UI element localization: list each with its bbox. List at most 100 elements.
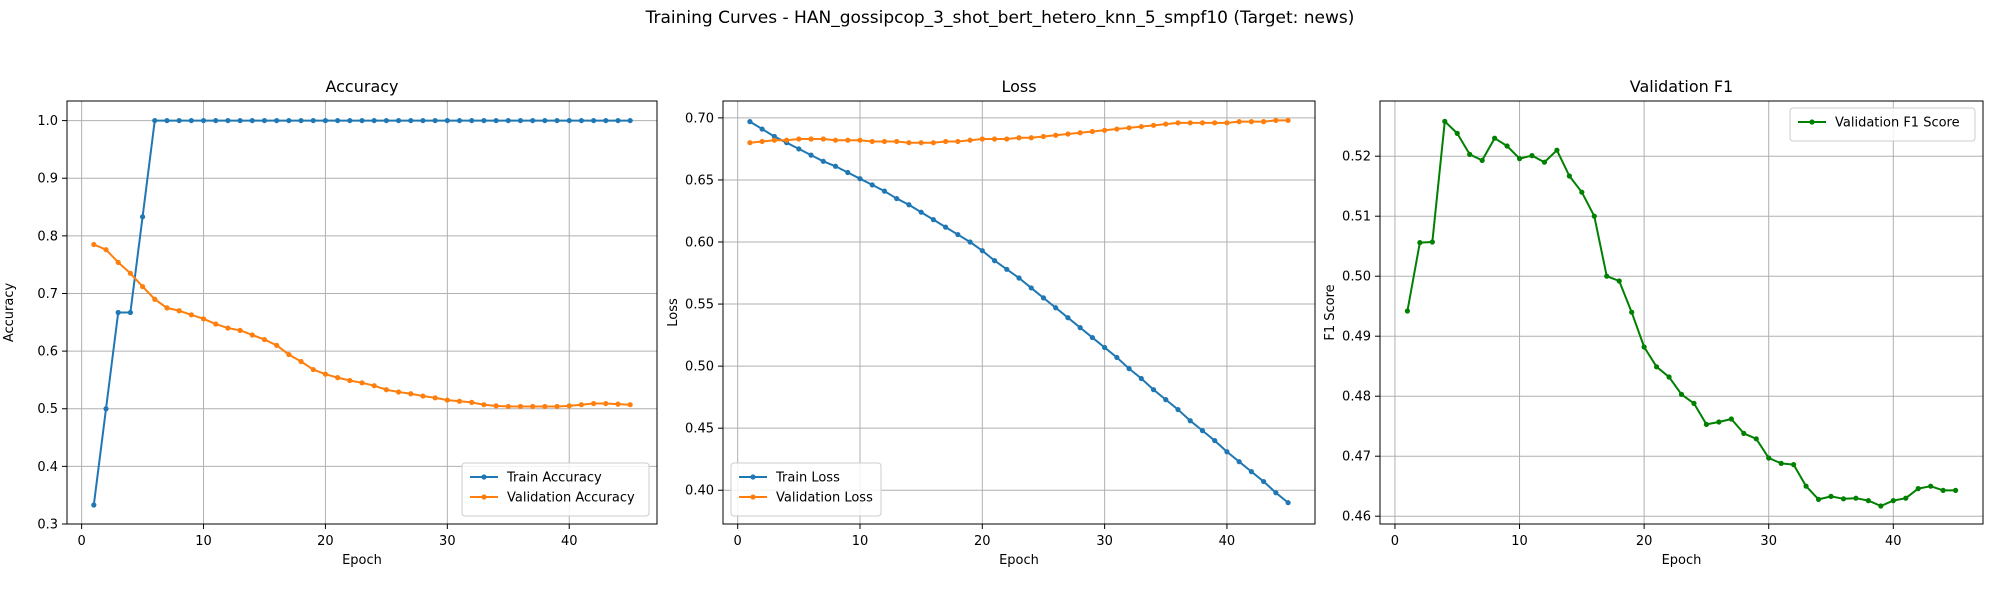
data-point	[408, 117, 414, 124]
x-tick-label: 0	[734, 534, 742, 549]
data-point	[1741, 430, 1747, 436]
data-point	[152, 296, 158, 302]
data-point	[906, 202, 912, 208]
data-point	[1653, 364, 1660, 370]
plot-frame	[66, 100, 658, 525]
data-point	[1803, 483, 1809, 489]
data-point	[1566, 173, 1572, 179]
data-point	[481, 402, 487, 408]
legend-marker	[750, 494, 756, 500]
data-point	[1641, 344, 1647, 350]
data-point	[493, 117, 499, 124]
data-point	[1479, 157, 1485, 163]
data-point	[347, 377, 353, 384]
data-point	[274, 342, 280, 348]
data-point	[1261, 478, 1267, 485]
legend: Train Accuracy Validation Accuracy	[461, 462, 650, 517]
y-tick-label: 0.60	[685, 236, 714, 251]
data-point	[274, 117, 280, 124]
data-point	[784, 137, 790, 143]
data-point	[796, 136, 802, 142]
data-point	[225, 117, 231, 124]
data-point	[139, 214, 146, 220]
data-point	[1442, 118, 1448, 124]
data-point	[930, 140, 936, 146]
y-tick-label: 0.40	[685, 484, 714, 499]
data-point	[979, 248, 985, 254]
y-tick-label: 0.45	[685, 422, 714, 437]
data-point	[1248, 119, 1254, 125]
data-point	[1273, 490, 1279, 496]
data-point	[930, 217, 936, 223]
data-point	[1766, 455, 1772, 461]
data-point	[176, 308, 182, 314]
x-tick-label: 30	[1096, 534, 1113, 549]
data-point	[164, 305, 170, 311]
y-tick-label: 0.49	[1342, 330, 1371, 345]
legend: Validation F1 Score	[1789, 107, 1976, 142]
x-tick-label: 0	[1391, 534, 1399, 549]
data-point	[967, 239, 973, 245]
y-tick-label: 0.3	[37, 518, 58, 533]
data-point	[1541, 159, 1548, 165]
data-point	[1516, 156, 1523, 162]
data-point	[517, 403, 524, 410]
x-tick-label: 20	[317, 534, 334, 549]
data-point	[591, 117, 597, 124]
data-point	[286, 117, 292, 124]
data-point	[943, 224, 949, 230]
data-point	[286, 351, 292, 358]
data-point	[225, 325, 231, 331]
data-point	[1691, 400, 1697, 406]
data-point	[1040, 133, 1047, 140]
data-point	[1138, 375, 1144, 382]
data-point	[530, 117, 536, 124]
data-point	[1285, 117, 1291, 123]
y-tick-label: 0.51	[1342, 210, 1371, 225]
y-tick-label: 0.50	[685, 360, 714, 375]
data-point	[615, 117, 621, 124]
data-point	[979, 136, 985, 142]
data-point	[115, 309, 121, 316]
data-point	[603, 117, 609, 124]
x-tick-label: 30	[1760, 534, 1777, 549]
data-point	[542, 403, 548, 410]
data-point	[881, 138, 888, 145]
data-point	[1236, 459, 1242, 465]
legend-marker	[750, 474, 756, 480]
data-point	[1504, 143, 1510, 149]
data-point	[1187, 418, 1193, 424]
data-point	[820, 158, 826, 164]
data-point	[408, 391, 414, 397]
data-point	[759, 138, 765, 145]
data-point	[1753, 436, 1759, 442]
data-point	[249, 332, 255, 338]
data-point	[1199, 120, 1206, 126]
data-point	[1212, 437, 1218, 444]
data-point	[1417, 240, 1423, 246]
y-tick-label: 0.70	[685, 111, 714, 126]
data-point	[115, 259, 121, 265]
data-point	[918, 140, 924, 146]
data-point	[1016, 275, 1022, 281]
data-point	[894, 195, 900, 202]
data-point	[1952, 487, 1959, 493]
y-tick-label: 0.4	[37, 460, 58, 475]
data-point	[1554, 147, 1560, 153]
data-point	[298, 117, 304, 124]
data-point	[1404, 308, 1411, 314]
data-point	[955, 138, 961, 145]
data-point	[869, 182, 875, 188]
data-point	[1579, 189, 1585, 195]
data-point	[347, 117, 353, 124]
data-point	[505, 117, 511, 124]
data-point	[554, 117, 560, 124]
data-point	[335, 375, 341, 381]
data-point	[456, 398, 463, 404]
data-point	[517, 117, 524, 124]
data-point	[1065, 131, 1071, 137]
chart-title: Validation F1	[1630, 77, 1733, 96]
chart-1-panel: 0 10 20 30 40 0.40 0.45 0.50 0.55 0.60 0.65 0.70 Los…	[666, 77, 1316, 568]
data-point	[554, 403, 560, 410]
